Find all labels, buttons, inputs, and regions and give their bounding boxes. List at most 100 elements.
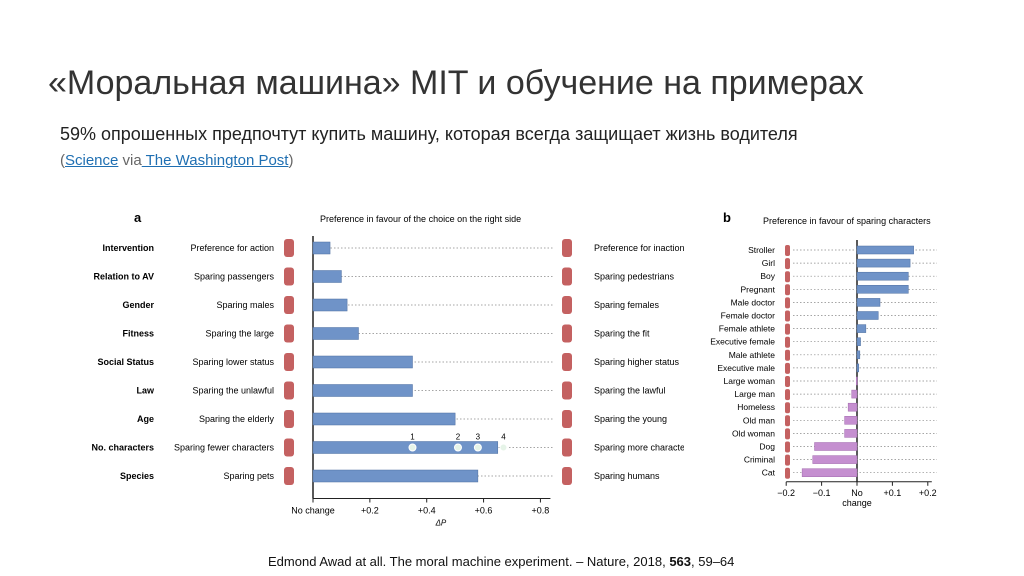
panel-a-marker-label: 4	[501, 433, 506, 442]
panel-b-bar	[851, 389, 858, 399]
panel-a-right-label: Sparing the young	[594, 414, 667, 424]
source-open: (	[60, 152, 65, 169]
panel-b-tick-label: −0.2	[777, 488, 795, 498]
panel-a-bar	[312, 469, 479, 483]
panel-b-bar	[856, 311, 879, 320]
character-icon	[785, 415, 790, 427]
panel-a-bar	[312, 327, 359, 340]
panel-a-category: Relation to AV	[94, 272, 155, 282]
panel-a-marker	[408, 443, 417, 452]
panel-a-marker-label: 1	[410, 433, 415, 442]
panel-a-right-label: Sparing humans	[594, 471, 660, 481]
character-icon	[785, 402, 790, 414]
character-left-icon	[284, 467, 294, 485]
panel-a-right-label: Sparing higher status	[594, 357, 680, 367]
panel-b-category: Large man	[734, 389, 775, 399]
panel-a-category: Law	[136, 386, 155, 396]
panel-a-tick-label: +0.4	[418, 506, 436, 516]
panel-a-bar	[312, 298, 348, 312]
panel-a-bar	[312, 384, 413, 397]
citation-volume: 563	[669, 554, 692, 569]
source-line: (Science via The Washington Post)	[60, 152, 293, 169]
washington-post-link[interactable]: The Washington Post	[141, 152, 289, 169]
panel-b-bar	[856, 285, 909, 294]
panel-a-category: Gender	[122, 300, 154, 310]
source-via: via	[118, 152, 142, 169]
panel-a-marker	[453, 443, 462, 452]
panel-b-tick-label: No	[851, 488, 863, 498]
panel-a-marker	[499, 443, 508, 452]
panel-a-tick-label: +0.2	[361, 506, 379, 516]
character-left-icon	[284, 324, 294, 343]
panel-a-bar	[312, 412, 456, 426]
panel-a-bar	[312, 270, 342, 283]
panel-b-tick-label: +0.1	[884, 488, 902, 498]
panel-b-category: Female doctor	[721, 311, 775, 321]
citation-text: Edmond Awad at all. The moral machine ex…	[268, 554, 670, 569]
panel-a-right-label: Sparing the lawful	[594, 386, 666, 396]
panel-b-category: Large woman	[723, 376, 775, 386]
source-close: )	[288, 152, 294, 169]
panel-a-right-label: Sparing females	[594, 300, 660, 310]
panel-b-bar	[844, 416, 858, 425]
panel-b-category: Old man	[743, 415, 775, 425]
panel-b-category: Executive male	[717, 363, 775, 373]
panel-b-bar	[856, 350, 861, 360]
panel-a-label: a	[134, 210, 142, 225]
panel-b-bar	[856, 337, 861, 346]
panel-a-left-label: Sparing fewer characters	[174, 443, 275, 453]
character-icon	[785, 284, 790, 296]
panel-a-right-label: Sparing the fit	[594, 329, 650, 339]
panel-b-category: Old woman	[732, 428, 775, 438]
panel-b-bar	[856, 271, 909, 281]
character-right-icon	[562, 296, 572, 314]
chart-a: a Preference in favour of the choice on t…	[91, 210, 684, 528]
panel-b-category: Dog	[759, 442, 775, 452]
panel-a-left-label: Sparing the elderly	[199, 414, 275, 424]
character-left-icon	[284, 267, 294, 286]
panel-b-bar	[844, 429, 858, 438]
citation: Edmond Awad at all. The moral machine ex…	[268, 554, 734, 569]
panel-a-right-label: Preference for inaction	[594, 243, 684, 253]
character-right-icon	[562, 438, 572, 457]
character-icon	[785, 245, 790, 256]
panel-a-left-label: Preference for action	[190, 243, 274, 253]
panel-a-category: Age	[137, 414, 154, 424]
character-right-icon	[562, 381, 572, 400]
character-icon	[785, 323, 790, 335]
slide-subtitle: 59% опрошенных предпочтут купить машину,…	[60, 124, 798, 144]
panel-b-bar	[856, 298, 881, 307]
chart-b: b Preference in favour of sparing charact…	[710, 210, 937, 508]
panel-b-label: b	[723, 210, 731, 225]
character-left-icon	[284, 410, 294, 428]
panel-a-marker-label: 2	[456, 433, 461, 442]
panel-a-category: Species	[120, 471, 154, 481]
panel-a-category: Social Status	[97, 357, 154, 367]
character-right-icon	[562, 467, 572, 485]
character-left-icon	[284, 353, 294, 371]
panel-b-category: Homeless	[737, 402, 775, 412]
character-right-icon	[562, 353, 572, 371]
panel-a-tick-label: No change	[291, 506, 335, 516]
panel-b-category: Cat	[762, 468, 776, 478]
character-left-icon	[284, 381, 294, 400]
panel-b-category: Criminal	[744, 455, 775, 465]
panel-b-bar	[856, 324, 867, 333]
panel-b-bar	[814, 442, 858, 451]
science-link[interactable]: Science	[65, 152, 119, 169]
character-icon	[785, 297, 790, 309]
panel-b-x-label: change	[842, 498, 872, 508]
character-icon	[785, 349, 790, 361]
panel-a-left-label: Sparing the unlawful	[192, 386, 274, 396]
panel-a-left-label: Sparing males	[216, 300, 274, 310]
character-right-icon	[562, 267, 572, 286]
character-icon	[785, 362, 790, 374]
panel-b-category: Pregnant	[741, 284, 776, 294]
character-icon	[785, 428, 790, 440]
panel-a-bar	[312, 241, 331, 255]
panel-a-left-label: Sparing the large	[205, 329, 274, 339]
panel-b-bar	[856, 245, 914, 255]
panel-a-bar	[312, 355, 413, 369]
character-icon	[785, 441, 790, 453]
panel-b-bar	[856, 376, 858, 386]
